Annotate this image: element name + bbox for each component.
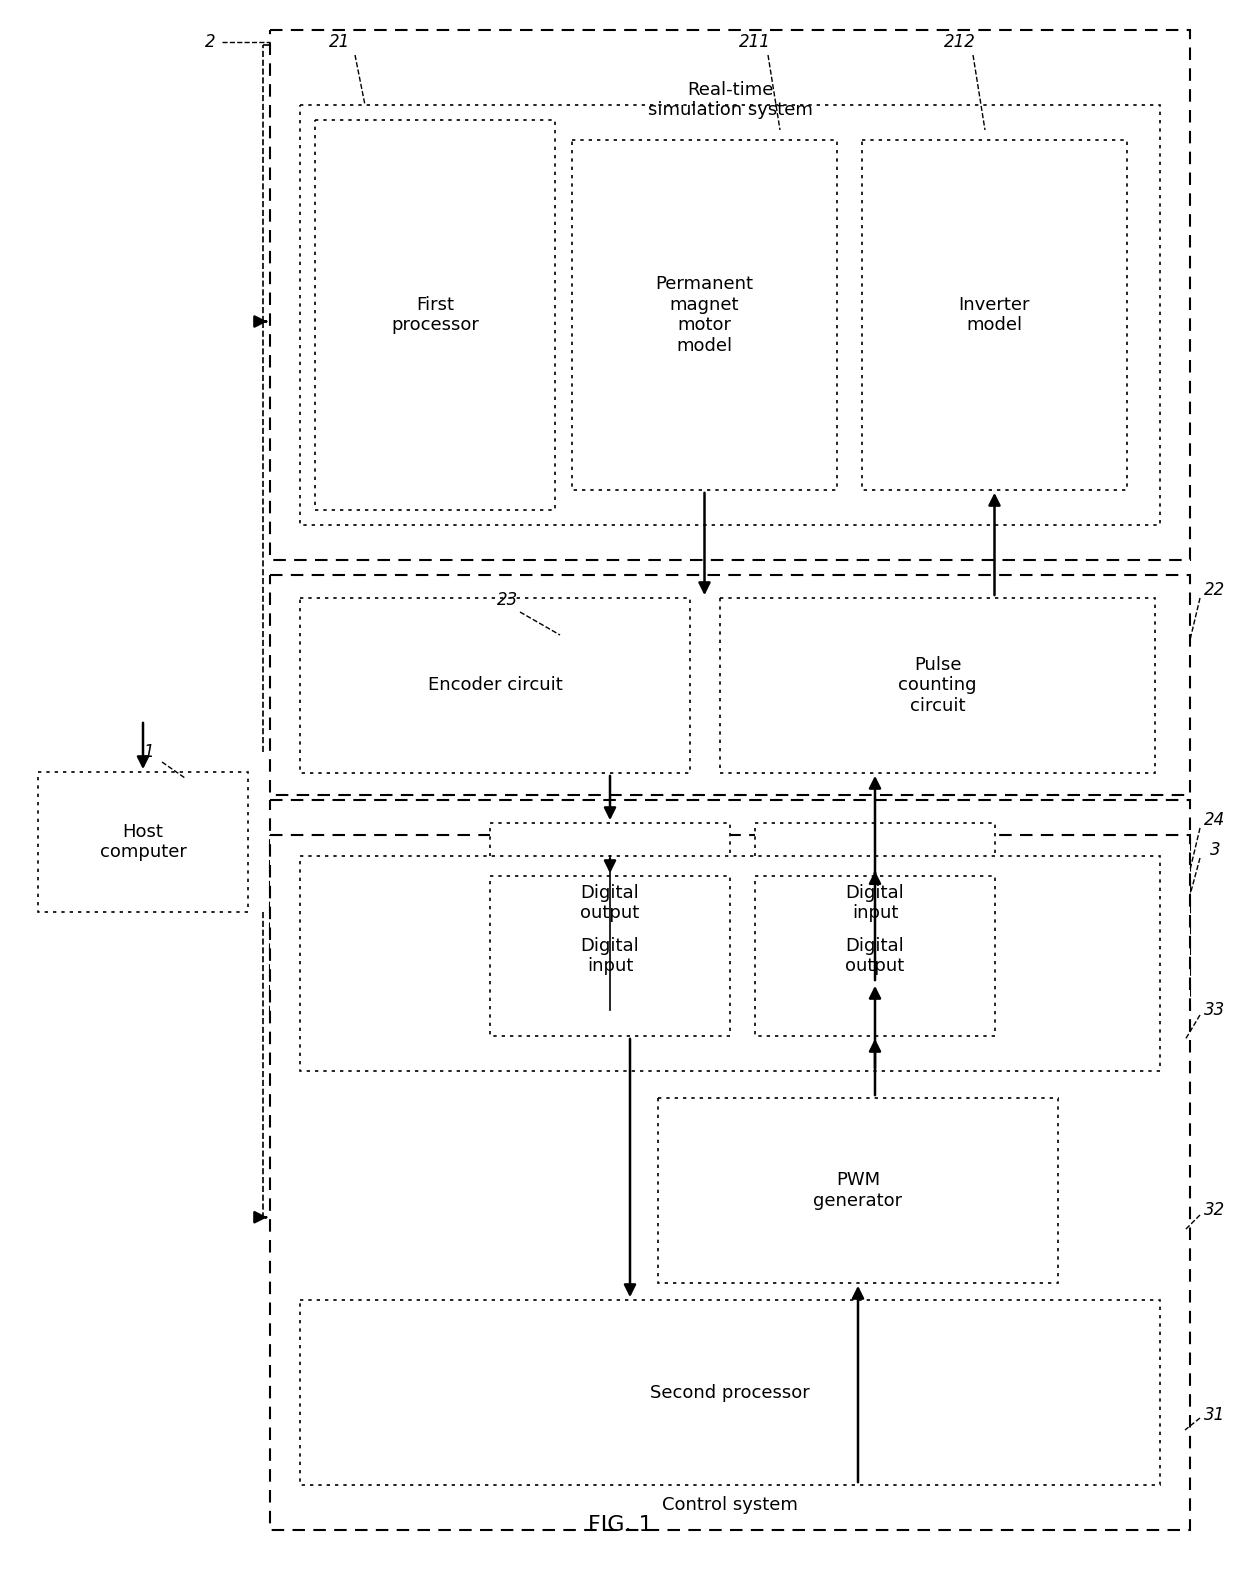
Text: Permanent
magnet
motor
model: Permanent magnet motor model: [656, 274, 754, 356]
Bar: [720, 598, 1154, 773]
Bar: [755, 824, 994, 983]
Text: 31: 31: [1204, 1406, 1225, 1424]
Text: 22: 22: [1204, 581, 1225, 598]
Text: 21: 21: [330, 33, 351, 50]
Text: Digital
input: Digital input: [580, 937, 640, 975]
Text: 24: 24: [1204, 811, 1225, 828]
Text: Second processor: Second processor: [650, 1383, 810, 1402]
Text: 3: 3: [1210, 841, 1220, 858]
Text: Encoder circuit: Encoder circuit: [428, 677, 563, 695]
Bar: [658, 1098, 1058, 1284]
Text: 33: 33: [1204, 1002, 1225, 1019]
Text: Host
computer: Host computer: [99, 822, 186, 862]
Text: First
processor: First processor: [391, 296, 479, 334]
Bar: [862, 140, 1127, 490]
Bar: [300, 1299, 1159, 1485]
Text: Inverter
model: Inverter model: [959, 296, 1030, 334]
Text: Control system: Control system: [662, 1496, 797, 1514]
Bar: [755, 876, 994, 1036]
Text: Digital
output: Digital output: [580, 884, 640, 923]
Bar: [270, 835, 1190, 1529]
Text: Digital
input: Digital input: [846, 884, 904, 923]
Text: 2: 2: [205, 33, 216, 50]
Text: PWM
generator: PWM generator: [813, 1172, 903, 1210]
Text: 23: 23: [497, 591, 518, 610]
Bar: [300, 855, 1159, 1071]
Text: Pulse
counting
circuit: Pulse counting circuit: [898, 655, 977, 715]
Bar: [270, 575, 1190, 795]
Bar: [300, 598, 689, 773]
Text: 211: 211: [739, 33, 771, 50]
Bar: [270, 30, 1190, 561]
Bar: [270, 800, 1190, 1010]
Text: FIG. 1: FIG. 1: [588, 1515, 652, 1536]
Bar: [490, 876, 730, 1036]
Bar: [38, 772, 248, 912]
Bar: [300, 106, 1159, 524]
Text: 212: 212: [944, 33, 976, 50]
Text: 32: 32: [1204, 1202, 1225, 1219]
Text: Digital
output: Digital output: [846, 937, 905, 975]
Bar: [572, 140, 837, 490]
Bar: [490, 824, 730, 983]
Text: 1: 1: [143, 743, 154, 761]
Text: Real-time
simulation system: Real-time simulation system: [647, 80, 812, 120]
Bar: [315, 120, 556, 510]
